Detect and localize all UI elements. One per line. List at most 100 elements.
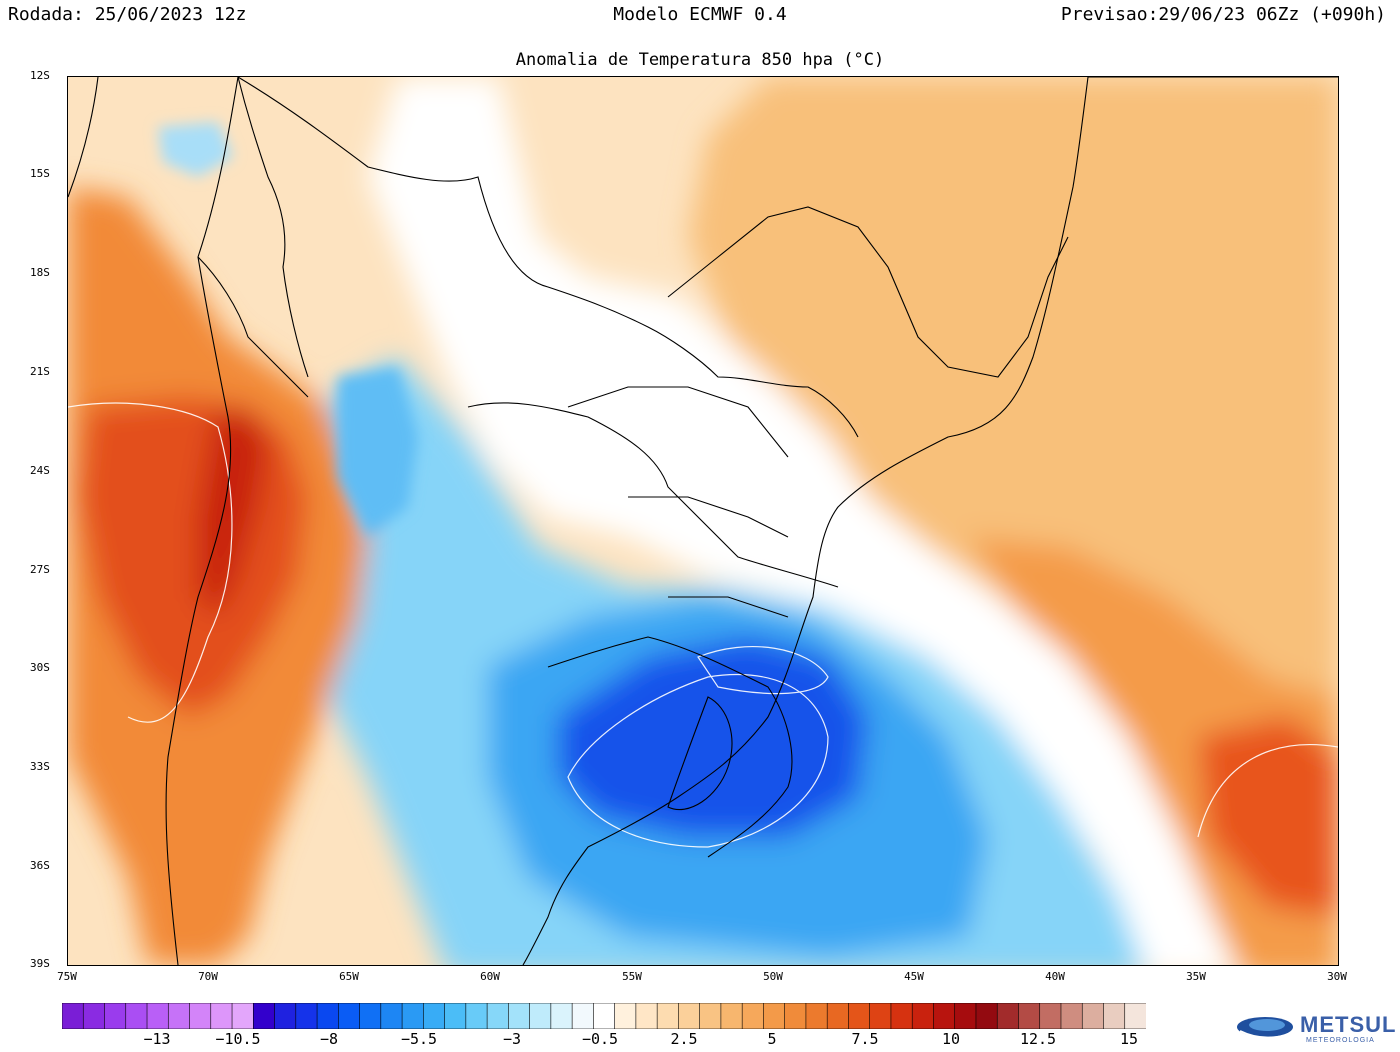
colorbar-swatch	[359, 1003, 382, 1029]
colorbar-tick-label: 10	[941, 1030, 961, 1048]
colorbar-swatch	[167, 1003, 191, 1029]
warm-anomaly-ocean-core	[1198, 717, 1338, 917]
border-chile-bolivia	[197, 256, 309, 398]
border-bolivia-brazil	[237, 77, 859, 438]
colorbar-swatch	[104, 1003, 127, 1029]
lon-label: 65W	[339, 970, 359, 983]
colorbar-tick-label: 7.5	[851, 1030, 879, 1048]
colorbar-swatch	[62, 1003, 85, 1029]
border-paraguay	[467, 402, 839, 588]
lat-label: 27S	[30, 563, 50, 576]
colorbar-swatch	[125, 1003, 148, 1029]
lat-label: 12S	[30, 69, 50, 82]
lon-label: 75W	[57, 970, 77, 983]
lat-label: 21S	[30, 365, 50, 378]
colorbar-swatch	[593, 1003, 616, 1029]
colorbar-swatch	[869, 1003, 892, 1029]
colorbar-tick-label: 12.5	[1019, 1030, 1057, 1048]
colorbar-tick-label: −5.5	[400, 1030, 438, 1048]
colorbar-swatch	[252, 1003, 276, 1029]
lat-label: 24S	[30, 464, 50, 477]
colorbar-swatch	[784, 1003, 807, 1029]
colorbar-swatch	[1018, 1003, 1041, 1029]
colorbar-swatch	[678, 1003, 701, 1029]
cold-patch-north	[158, 122, 233, 177]
colorbar-swatch	[423, 1003, 446, 1029]
lon-label: 45W	[904, 970, 924, 983]
colorbar-swatch	[996, 1003, 1020, 1029]
lat-label: 36S	[30, 859, 50, 872]
colorbar-swatch	[890, 1003, 913, 1029]
colorbar-swatch	[295, 1003, 318, 1029]
lat-label: 39S	[30, 957, 50, 970]
colorbar-swatch	[274, 1003, 297, 1029]
border-bolivia-peru	[237, 77, 309, 378]
colorbar-swatch	[338, 1003, 361, 1029]
metsul-logo	[1237, 1017, 1298, 1039]
colorbar-swatch	[465, 1003, 488, 1029]
run-date-label: Rodada: 25/06/2023 12z	[8, 4, 247, 25]
colorbar	[62, 1003, 1146, 1029]
colorbar-swatch	[614, 1003, 637, 1029]
colorbar-swatch	[529, 1003, 552, 1029]
lon-label: 55W	[622, 970, 642, 983]
cold-patch-altiplano	[338, 367, 418, 537]
lon-label: 30W	[1327, 970, 1347, 983]
lat-label: 15S	[30, 167, 50, 180]
colorbar-swatch	[741, 1003, 765, 1029]
lat-label: 30S	[30, 661, 50, 674]
lon-label: 70W	[198, 970, 218, 983]
colorbar-tick-label: −3	[502, 1030, 522, 1048]
anomaly-map	[67, 76, 1339, 966]
colorbar-swatch	[699, 1003, 722, 1029]
colorbar-swatch	[954, 1003, 977, 1029]
border-brazil-states	[567, 206, 1069, 618]
colorbar-tick-label: 2.5	[670, 1030, 698, 1048]
colorbar-swatch	[1124, 1003, 1146, 1029]
colorbar-swatch	[210, 1003, 233, 1029]
coastline-pacific	[68, 77, 99, 198]
warm-anomaly-andes-max	[198, 407, 268, 617]
colorbar-swatch	[146, 1003, 170, 1029]
border-andes	[165, 77, 239, 965]
colorbar-tick-label: −8	[319, 1030, 339, 1048]
contour-cold-minus5	[697, 646, 829, 695]
colorbar-swatch	[1081, 1003, 1105, 1029]
coastline-south-america	[522, 77, 1338, 965]
colorbar-tick-label: −13	[143, 1030, 171, 1048]
colorbar-swatch	[486, 1003, 510, 1029]
contour-warm-ocean	[1197, 744, 1338, 838]
colorbar-swatch	[805, 1003, 828, 1029]
lat-label: 33S	[30, 760, 50, 773]
colorbar-swatch	[82, 1003, 106, 1029]
contour-cold-minus8	[567, 673, 829, 848]
forecast-time-label: Previsao:29/06/23 06Zz (+090h)	[1060, 4, 1386, 25]
logo-subtitle: METEOROLOGIA	[1306, 1037, 1375, 1044]
colorbar-swatch	[1060, 1003, 1084, 1029]
colorbar-swatch	[933, 1003, 956, 1029]
colorbar-swatch	[911, 1003, 935, 1029]
border-argentina-uruguay	[547, 636, 793, 858]
colorbar-swatch	[231, 1003, 255, 1029]
colorbar-tick-label: −10.5	[215, 1030, 261, 1048]
colorbar-swatch	[720, 1003, 743, 1029]
colorbar-swatch	[508, 1003, 531, 1029]
colorbar-swatch	[763, 1003, 786, 1029]
model-name-label: Modelo ECMWF 0.4	[613, 4, 787, 25]
lagoa-dos-patos	[667, 696, 733, 811]
colorbar-swatch	[444, 1003, 467, 1029]
lon-label: 60W	[480, 970, 500, 983]
colorbar-swatch	[826, 1003, 850, 1029]
colorbar-swatch	[635, 1003, 658, 1029]
colorbar-swatch	[401, 1003, 425, 1029]
lon-label: 35W	[1186, 970, 1206, 983]
colorbar-tick-label: 15	[1119, 1030, 1139, 1048]
lon-label: 40W	[1045, 970, 1065, 983]
colorbar-swatch	[189, 1003, 212, 1029]
colorbar-swatch	[316, 1003, 340, 1029]
colorbar-tick-label: 5	[767, 1030, 777, 1048]
map-title: Anomalia de Temperatura 850 hpa (°C)	[515, 50, 885, 70]
colorbar-swatch	[571, 1003, 595, 1029]
colorbar-swatch	[656, 1003, 680, 1029]
colorbar-tick-label: −0.5	[581, 1030, 619, 1048]
